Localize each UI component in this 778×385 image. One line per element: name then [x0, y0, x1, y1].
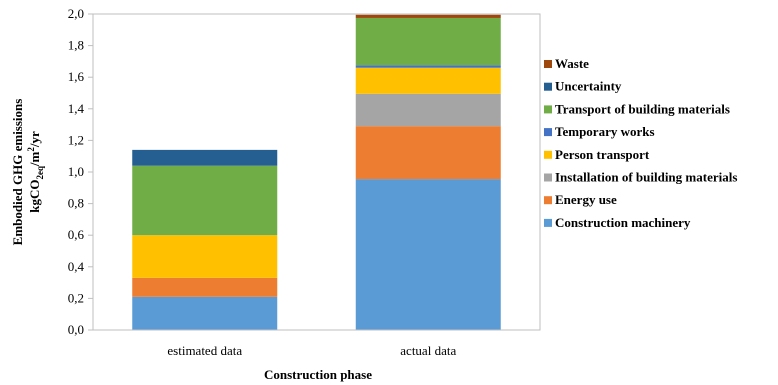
- legend-label: Uncertainty: [555, 79, 622, 94]
- legend-label: Installation of building materials: [555, 170, 737, 185]
- legend-swatch: [544, 150, 552, 159]
- bar-segment-1-3: [355, 67, 501, 94]
- legend-swatch: [544, 173, 552, 182]
- y-axis-title: Embodied GHG emissions kgCO2eq/m2/yr: [10, 99, 45, 246]
- legend-label: Construction machinery: [555, 215, 691, 230]
- legend-label: Energy use: [555, 192, 617, 207]
- bar-segment-1-7: [355, 14, 501, 18]
- bar-segment-0-5: [132, 165, 278, 236]
- bar-segment-1-4: [355, 65, 501, 68]
- x-tick-label: estimated data: [167, 343, 242, 358]
- x-tick-labels: estimated data actual data: [167, 343, 456, 358]
- legend-swatch: [544, 218, 552, 227]
- legend-swatch: [544, 105, 552, 114]
- bar-segment-1-0: [355, 179, 501, 330]
- bar-segment-0-6: [132, 149, 278, 166]
- legend-label: Transport of building materials: [555, 101, 730, 116]
- y-tick-label: 1,6: [68, 69, 85, 84]
- legend: Waste Uncertainty Transport of building ma…: [544, 56, 737, 230]
- legend-label: Person transport: [555, 147, 650, 162]
- bars-group: [132, 14, 501, 330]
- bar-segment-1-2: [355, 93, 501, 127]
- legend-label: Temporary works: [555, 124, 655, 139]
- y-tick-label: 0,0: [68, 322, 84, 337]
- y-tick-label: 0,6: [68, 227, 85, 242]
- y-tick-label: 2,0: [68, 6, 84, 21]
- y-axis-title-line2: kgCO2eq/m2/yr: [26, 131, 45, 213]
- axes-group: [88, 13, 541, 331]
- legend-swatch: [544, 60, 552, 68]
- legend-swatch: [544, 196, 552, 205]
- y-tick-label: 0,4: [68, 259, 85, 274]
- bar-segment-0-0: [132, 296, 278, 330]
- y-tick-label: 1,2: [68, 132, 84, 147]
- legend-label: Waste: [555, 56, 589, 71]
- y-tick-label: 1,8: [68, 38, 84, 53]
- bar-segment-0-3: [132, 235, 278, 278]
- bar-segment-0-1: [132, 277, 278, 297]
- bar-segment-1-5: [355, 17, 501, 66]
- x-axis-title: Construction phase: [264, 367, 372, 382]
- legend-swatch: [544, 128, 552, 137]
- x-tick-label: actual data: [400, 343, 456, 358]
- bar-segment-1-1: [355, 126, 501, 180]
- y-tick-label: 0,8: [68, 196, 84, 211]
- y-tick-label: 0,2: [68, 290, 84, 305]
- y-tick-label: 1,0: [68, 164, 84, 179]
- y-axis-title-line1: Embodied GHG emissions: [10, 99, 25, 246]
- y-tick-labels: 0,0 0,2 0,4 0,6 0,8 1,0 1,2 1,4 1,6 1,8 2,0: [68, 6, 85, 337]
- y-tick-label: 1,4: [68, 101, 85, 116]
- legend-swatch: [544, 82, 552, 91]
